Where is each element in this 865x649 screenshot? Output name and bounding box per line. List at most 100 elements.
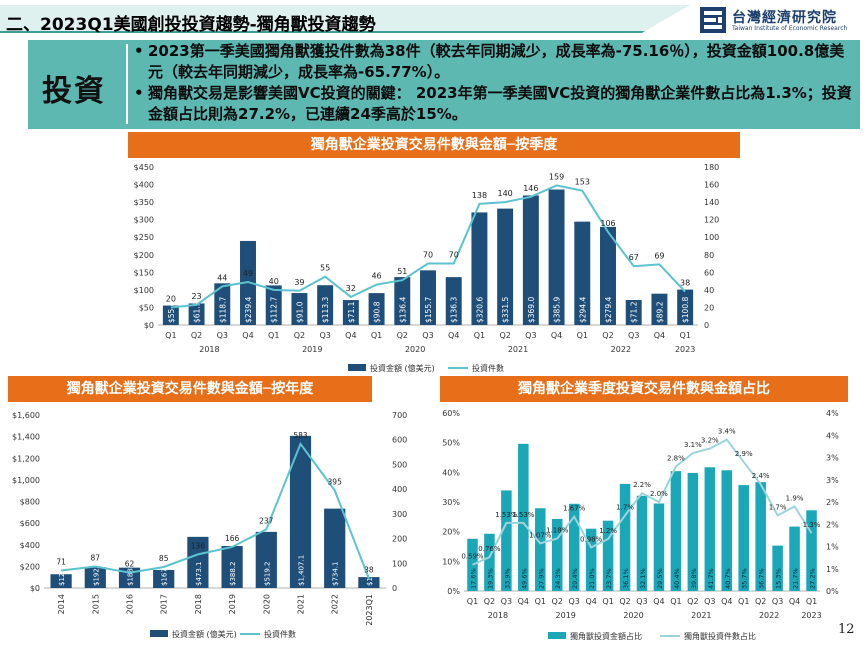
bar (467, 538, 478, 591)
left-axis-tick: 40% (442, 468, 460, 477)
legend-line-label: 投資件數 (472, 363, 504, 373)
bar (677, 289, 694, 325)
bar (187, 536, 209, 588)
legend-bar-swatch (548, 632, 566, 639)
x-axis-label: Q2 (687, 597, 698, 606)
right-axis-tick: 140 (704, 198, 719, 207)
bar (574, 221, 591, 325)
bar-value-label: $320.6 (475, 297, 484, 323)
right-axis-tick: 3% (826, 454, 839, 463)
bar-value-label: 21.7% (792, 568, 800, 589)
left-axis-tick: $0 (144, 321, 154, 330)
x-axis-label: 2019 (228, 594, 237, 614)
bar-value-label: $473.1 (195, 562, 203, 587)
right-axis-tick: 0 (704, 321, 709, 330)
right-axis-tick: 1% (826, 543, 839, 552)
x-axis-label: Q4 (654, 331, 665, 340)
bar-value-label: $136.3 (450, 297, 459, 323)
right-axis-tick: 180 (704, 163, 719, 172)
count-line (170, 184, 686, 309)
left-axis-tick: $400 (20, 541, 40, 550)
line-value-label: 55 (320, 264, 330, 273)
line-value-label: 40 (269, 277, 279, 286)
bar-value-label: 29.5% (656, 568, 664, 589)
left-axis-tick: 50% (442, 439, 460, 448)
right-axis-tick: 300 (392, 510, 407, 519)
bar-value-label: $71.1 (347, 301, 356, 323)
line-value-label: 2.0% (650, 490, 668, 498)
line-value-label: 32 (346, 284, 356, 293)
bar (162, 305, 179, 325)
bar-value-label: 27.9% (537, 568, 545, 589)
x-axis-label: Q2 (294, 331, 305, 340)
bar-value-label: 24.3% (554, 568, 562, 589)
left-axis-tick: $800 (20, 498, 40, 507)
year-group-label: 2020 (405, 345, 425, 354)
bar (289, 435, 312, 588)
bar-value-label: 21.0% (588, 568, 596, 589)
bar-value-label: 35.7% (741, 568, 749, 589)
x-axis-label: Q3 (636, 597, 647, 606)
line-value-label: 1.07% (529, 531, 552, 539)
bar-value-label: $192.0 (92, 562, 100, 587)
line-value-label: 69 (654, 251, 664, 260)
left-axis-tick: $200 (134, 251, 154, 260)
line-value-label: 1.18% (546, 526, 569, 534)
left-axis-tick: $100 (134, 286, 154, 295)
bar (50, 574, 72, 588)
year-group-label: 2021 (691, 611, 711, 620)
year-group-label: 2021 (508, 345, 528, 354)
line-value-label: 2.9% (735, 450, 753, 458)
bar-value-label: $279.4 (604, 297, 613, 323)
right-axis-tick: 3% (826, 476, 839, 485)
bar-value-label: 49.6% (520, 568, 528, 589)
bar (255, 531, 277, 588)
x-axis-label: Q2 (191, 331, 202, 340)
legend-bar-label: 獨角獸投資金額占比 (570, 631, 642, 641)
year-group-label: 2019 (302, 345, 322, 354)
annual-chart-title: 獨角獸企業投資交易件數與金額─按年度 (8, 376, 372, 402)
bar (394, 277, 411, 325)
bar (522, 195, 539, 325)
bar-value-label: $136.4 (398, 297, 407, 323)
bar-value-label: $55.4 (167, 301, 176, 323)
right-axis-tick: 0 (392, 584, 397, 593)
x-axis-label: 2022 (331, 594, 340, 614)
bar-value-label: 39.8% (690, 568, 698, 589)
bar (153, 569, 175, 588)
bar-value-label: 23.7% (605, 568, 613, 589)
x-axis-label: Q2 (397, 331, 408, 340)
count-line (60, 441, 370, 579)
bar-value-label: $71.2 (630, 301, 639, 323)
left-axis-tick: $250 (134, 233, 154, 242)
bar (738, 485, 749, 591)
year-group-label: 2022 (611, 345, 631, 354)
x-axis-label: Q3 (319, 331, 330, 340)
x-axis-label: Q1 (268, 331, 279, 340)
x-axis-label: Q4 (585, 597, 596, 606)
x-axis-label: Q1 (467, 597, 478, 606)
line-value-label: 2.8% (667, 454, 685, 462)
bar-value-label: $167.0 (161, 562, 169, 587)
line-value-label: 71 (56, 557, 66, 566)
bar-value-label: $89.2 (655, 301, 664, 323)
year-group-label: 2019 (556, 611, 576, 620)
x-axis-label: Q2 (602, 331, 613, 340)
line-value-label: 44 (217, 273, 227, 282)
line-value-label: 46 (371, 272, 381, 281)
bar (585, 528, 597, 591)
right-axis-tick: 400 (392, 485, 407, 494)
x-axis-label: Q3 (568, 597, 579, 606)
summary-divider (126, 44, 128, 124)
right-axis-tick: 500 (392, 460, 407, 469)
line-value-label: 1.7% (769, 503, 787, 511)
bar (358, 577, 380, 588)
bar-value-label: $155.7 (424, 297, 433, 323)
line-value-label: 1.9% (786, 494, 804, 502)
bar-value-label: 36.1% (622, 568, 630, 589)
bar-value-label: 40.7% (724, 568, 732, 589)
x-axis-label: Q1 (577, 331, 588, 340)
line-value-label: 140 (498, 189, 513, 198)
bar (619, 483, 631, 591)
right-axis-tick: 100 (392, 559, 407, 568)
